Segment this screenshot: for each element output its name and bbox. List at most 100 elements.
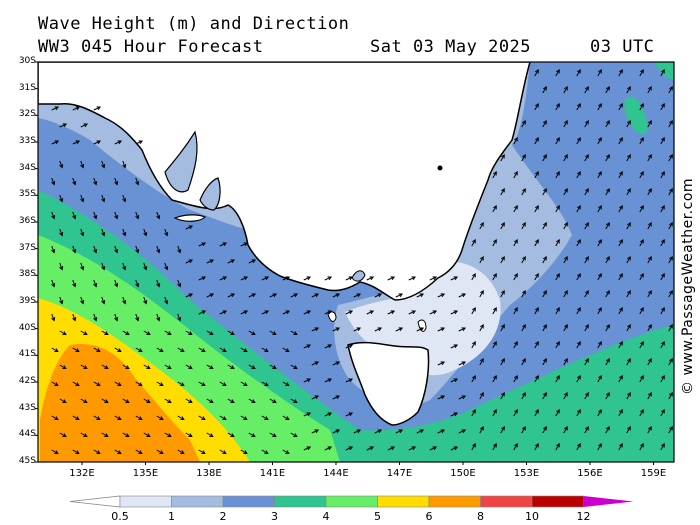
wave-arrow: [668, 426, 673, 434]
wave-arrow: [450, 446, 459, 451]
wave-arrow: [626, 120, 631, 128]
wave-arrow: [584, 290, 589, 298]
wave-arrow: [72, 313, 77, 322]
wave-arrow: [353, 293, 362, 298]
wave-arrow: [513, 205, 518, 213]
wave-arrow: [492, 375, 497, 383]
wave-arrow: [206, 330, 214, 336]
wave-arrow: [353, 429, 362, 434]
lat-label: 34S: [18, 162, 36, 173]
legend-label: 10: [525, 510, 539, 523]
wave-arrow: [324, 276, 333, 281]
wave-arrow: [429, 276, 438, 281]
wave-arrow: [101, 296, 106, 305]
wave-arrow: [143, 228, 148, 237]
wave-arrow: [156, 313, 161, 322]
wave-arrow: [164, 432, 172, 438]
legend-label: 8: [477, 510, 484, 523]
wave-arrow: [492, 341, 497, 349]
wave-arrow: [332, 293, 341, 298]
wave-arrow: [563, 222, 568, 230]
wave-arrow: [605, 86, 610, 94]
wave-arrow: [500, 392, 505, 400]
wave-arrow: [563, 392, 568, 400]
latitude-ticks: [35, 61, 38, 463]
wave-arrow: [521, 290, 526, 298]
lon-label: 150E: [450, 468, 476, 479]
wave-arrow: [492, 171, 497, 179]
lat-label: 39S: [18, 296, 36, 306]
wave-arrow: [521, 222, 526, 230]
wave-arrow: [240, 276, 249, 281]
legend-swatch: [531, 495, 584, 508]
wave-arrow: [605, 426, 610, 434]
wave-arrow: [555, 273, 560, 281]
wave-arrow: [143, 330, 151, 336]
wave-arrow: [500, 426, 505, 434]
wave-arrow: [584, 154, 589, 162]
legend-label: 1: [168, 510, 175, 523]
wave-arrow: [303, 276, 312, 281]
legend-label: 5: [374, 510, 381, 523]
wave-arrow: [626, 188, 631, 196]
wave-arrow: [458, 327, 467, 332]
wave-arrow: [576, 205, 581, 213]
wave-arrow: [290, 293, 299, 298]
wave-arrow: [660, 341, 665, 349]
wave-arrow: [584, 86, 589, 94]
wave-arrow: [597, 137, 602, 145]
wave-arrow: [143, 432, 151, 438]
wave-arrow: [143, 296, 148, 305]
wave-arrow: [80, 228, 85, 237]
wave-arrow: [500, 256, 505, 264]
wave-arrow: [282, 347, 290, 353]
wave-arrow: [80, 123, 89, 128]
legend-swatch: [222, 495, 275, 508]
wave-arrow: [290, 330, 298, 336]
wave-arrow: [135, 415, 143, 421]
wave-arrow: [647, 188, 652, 196]
legend-min-pointer: [69, 495, 121, 508]
wave-arrow: [639, 239, 644, 247]
wave-arrow: [534, 69, 539, 77]
wave-arrow: [164, 330, 172, 336]
wave-arrow: [521, 392, 526, 400]
wave-arrow: [185, 432, 193, 438]
wave-arrow: [135, 381, 143, 387]
wave-arrow: [576, 103, 581, 111]
wave-arrow: [101, 228, 106, 237]
wave-arrow: [248, 364, 256, 370]
wave-arrow: [114, 347, 122, 353]
wave-arrow: [458, 395, 467, 400]
wave-arrow: [563, 120, 568, 128]
wave-arrow: [156, 415, 164, 421]
wave-arrow: [647, 154, 652, 162]
wave-arrow: [332, 327, 341, 332]
wave-arrow: [492, 409, 497, 417]
legend-swatch: [325, 495, 378, 508]
wave-arrow: [366, 446, 375, 451]
wave-arrow: [479, 324, 484, 332]
wave-arrow: [471, 409, 476, 417]
wave-arrow: [51, 245, 56, 254]
wave-arrow: [668, 188, 673, 196]
land-tasmania: [347, 341, 430, 426]
spencer-gulf: [164, 130, 198, 193]
wave-arrow: [534, 443, 539, 451]
wave-arrow: [542, 188, 547, 196]
wave-arrow: [660, 375, 665, 383]
wave-arrow: [660, 205, 665, 213]
wave-arrow: [114, 140, 123, 145]
wave-arrow: [51, 381, 59, 387]
wave-arrow: [164, 228, 169, 237]
wave-arrow: [647, 256, 652, 264]
wave-arrow: [80, 398, 88, 404]
wave-arrow: [114, 449, 122, 455]
wave-arrow: [374, 429, 383, 434]
wave-arrow: [324, 310, 333, 315]
wave-arrow: [227, 432, 235, 438]
wave-arrow: [668, 256, 673, 264]
map-border: [37, 61, 675, 463]
wave-arrow: [668, 290, 673, 298]
wave-arrow: [450, 276, 459, 281]
